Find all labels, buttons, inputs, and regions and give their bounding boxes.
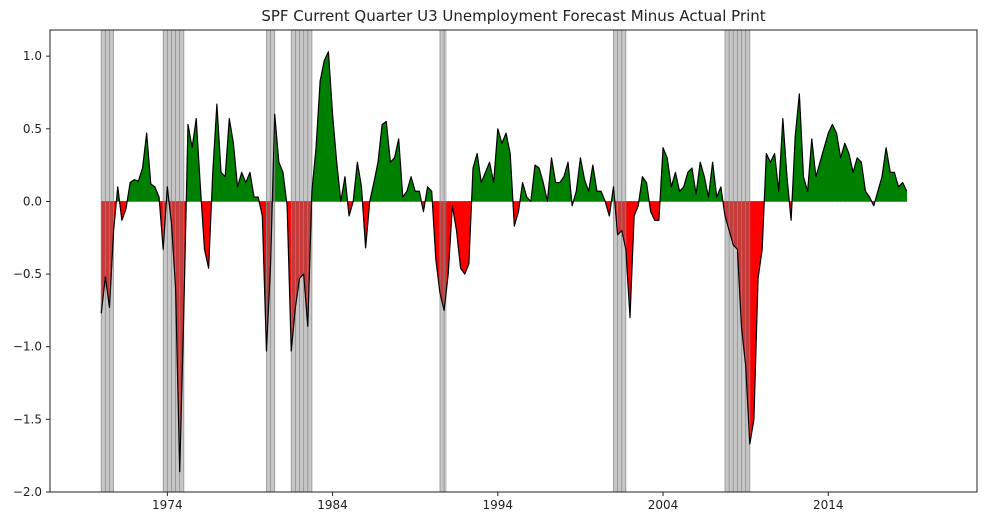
positive-area-segment	[856, 157, 862, 202]
positive-area-segment	[253, 196, 259, 202]
positive-area-segment	[501, 133, 507, 202]
y-axis-ticks: 1.0 0.5 0.0 −0.5 −1.0 −1.5 −2.0	[13, 49, 50, 499]
recession-band	[101, 30, 114, 492]
negative-area-segment	[654, 201, 660, 221]
chart-title: SPF Current Quarter U3 Unemployment Fore…	[261, 7, 765, 25]
positive-area-segment	[133, 179, 139, 202]
forecast-error-line	[100, 51, 908, 473]
x-tick-label: 2014	[813, 498, 844, 512]
recession-band	[291, 30, 312, 492]
x-tick-label: 1994	[483, 498, 514, 512]
y-tick-label: 0.0	[23, 194, 42, 208]
positive-area-segment	[580, 157, 585, 202]
positive-area-segment	[832, 124, 837, 202]
x-tick-label: 2004	[648, 498, 679, 512]
positive-area-segment	[319, 60, 325, 202]
positive-area-segment	[323, 51, 329, 202]
positive-area-segment	[827, 124, 833, 202]
positive-area-segment	[885, 147, 891, 202]
negative-area-segment	[460, 201, 466, 276]
positive-area-segment	[555, 182, 561, 202]
positive-area-segment	[377, 124, 383, 202]
x-axis-ticks: 1974 1984 1994 2004 2014	[152, 492, 844, 512]
y-tick-label: 1.0	[23, 49, 42, 63]
series-line	[100, 51, 908, 473]
positive-area-segment	[534, 164, 540, 202]
x-tick-label: 1974	[152, 498, 183, 512]
y-tick-label: −1.0	[13, 340, 42, 354]
positive-area-segment	[596, 190, 602, 202]
y-tick-label: −0.5	[13, 267, 42, 281]
negative-area-segment	[650, 201, 656, 221]
area-fills	[100, 51, 908, 472]
y-tick-label: −2.0	[13, 485, 42, 499]
x-tick-label: 1984	[317, 498, 348, 512]
recession-band	[613, 30, 626, 492]
positive-area-segment	[538, 167, 544, 202]
positive-area-segment	[390, 157, 395, 202]
recession-band	[439, 30, 447, 492]
negative-area-segment	[749, 201, 755, 445]
positive-area-segment	[687, 167, 693, 202]
positive-area-segment	[889, 172, 895, 202]
recession-shading	[100, 30, 751, 492]
y-tick-label: −1.5	[13, 412, 42, 426]
positive-area-segment	[381, 120, 387, 202]
negative-area-segment	[464, 201, 470, 275]
positive-area-segment	[414, 190, 420, 202]
y-tick-label: 0.5	[23, 122, 42, 136]
plot-frame	[49, 29, 978, 493]
positive-area-segment	[129, 179, 135, 202]
positive-area-segment	[902, 182, 908, 202]
